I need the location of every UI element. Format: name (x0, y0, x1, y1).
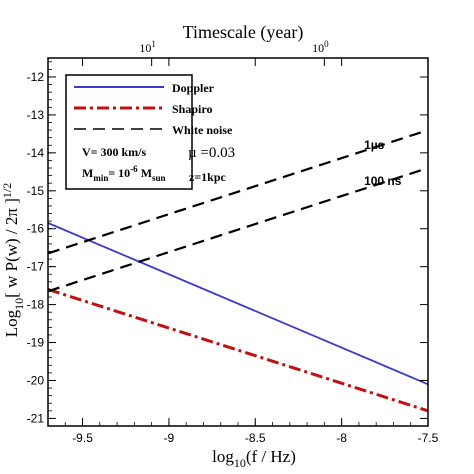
y-tick-label-4: -17 (27, 260, 45, 274)
y-axis-title-rest: [ w P(w) / 2π ] (2, 198, 21, 298)
legend-param-distance: z=1kpc (189, 170, 227, 184)
series-line-1 (48, 287, 428, 413)
x-tick-label-0: -9.5 (72, 431, 93, 445)
x-tick-label-2: -8.5 (245, 431, 266, 445)
legend-label-shapiro: Shapiro (172, 102, 212, 116)
y-axis-title: Log10[ w P(w) / 2π ]1/2 (0, 183, 26, 337)
series-line-3 (48, 166, 428, 293)
top-tick-label-0: 101 (139, 39, 156, 55)
legend: Doppler Shapiro White noise V= 300 km/s … (65, 74, 235, 190)
legend-box (65, 74, 193, 190)
y-axis-title-main: Log (2, 309, 21, 337)
x-axis-title-main: log (212, 447, 234, 466)
y-axis-title-tail: 1/2 (0, 183, 14, 198)
x-axis-title: log10(f / Hz) (212, 447, 296, 470)
x-tick-label-1: -9 (164, 431, 175, 445)
legend-param-velocity: V= 300 km/s (82, 145, 147, 159)
y-tick-label-3: -18 (27, 298, 45, 312)
y-tick-label-8: -13 (27, 108, 45, 122)
y-tick-label-0: -21 (27, 411, 45, 425)
y-tick-label-7: -14 (27, 146, 45, 160)
x-axis-title-sub: 10 (234, 456, 246, 470)
top-tick-label-1: 100 (312, 39, 329, 55)
legend-label-doppler: Doppler (172, 81, 215, 95)
x-axis-title-rest: (f / Hz) (246, 447, 296, 466)
y-tick-label-5: -16 (27, 222, 45, 236)
y-tick-label-9: -12 (27, 70, 45, 84)
annotation-1: 100 ns (364, 174, 402, 188)
series-line-2 (48, 129, 428, 255)
top-axis-title: Timescale (year) (183, 22, 304, 43)
y-tick-label-6: -15 (27, 184, 45, 198)
x-tick-label-4: -7.5 (418, 431, 439, 445)
legend-param-mu: µ =0.03 (188, 145, 235, 161)
legend-label-white-noise: White noise (172, 123, 233, 137)
x-tick-label-3: -8 (336, 431, 347, 445)
y-tick-label-2: -19 (27, 336, 45, 350)
annotation-0: 1µs (364, 138, 385, 152)
legend-param-mass: Mmin= 10-6 Msun (82, 164, 166, 183)
series-line-0 (48, 222, 428, 386)
y-axis-title-sub: 10 (12, 298, 26, 310)
y-tick-label-1: -20 (27, 373, 45, 387)
